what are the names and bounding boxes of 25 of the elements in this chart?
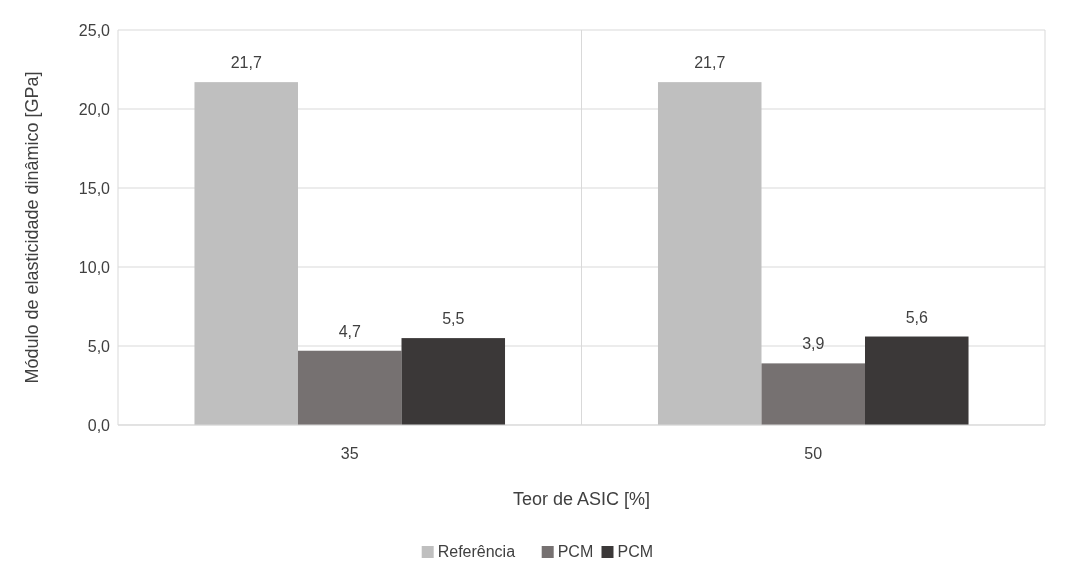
y-tick-label: 15,0 [78, 179, 111, 197]
text: 5,6 [905, 308, 928, 326]
y-tick-label: 0,0 [87, 416, 111, 434]
legend-label: PCM [617, 543, 654, 560]
bar [194, 82, 298, 425]
y-tick-label: 10,0 [78, 258, 111, 276]
bar [657, 82, 762, 425]
bar [401, 338, 506, 425]
x-tick-label: 35 [340, 445, 359, 462]
legend-label: Referência [437, 543, 516, 560]
y-axis-title: Módulo de elasticidade dinâmico [GPa] [22, 71, 42, 384]
bar [865, 336, 969, 425]
y-tick-label: 25,0 [78, 21, 111, 39]
text: 3,9 [802, 335, 825, 353]
text: 4,7 [338, 322, 361, 340]
legend-label: PCM [557, 543, 594, 560]
text: 21,7 [230, 54, 262, 72]
bar [761, 363, 866, 425]
x-axis-title: Teor de ASIC [%] [512, 489, 651, 509]
y-tick-label: 20,0 [78, 100, 111, 118]
text: 21,7 [694, 54, 726, 72]
y-tick-label: 5,0 [87, 337, 111, 355]
text: 5,5 [442, 310, 465, 328]
x-tick-label: 50 [804, 445, 823, 462]
bar [297, 350, 402, 425]
